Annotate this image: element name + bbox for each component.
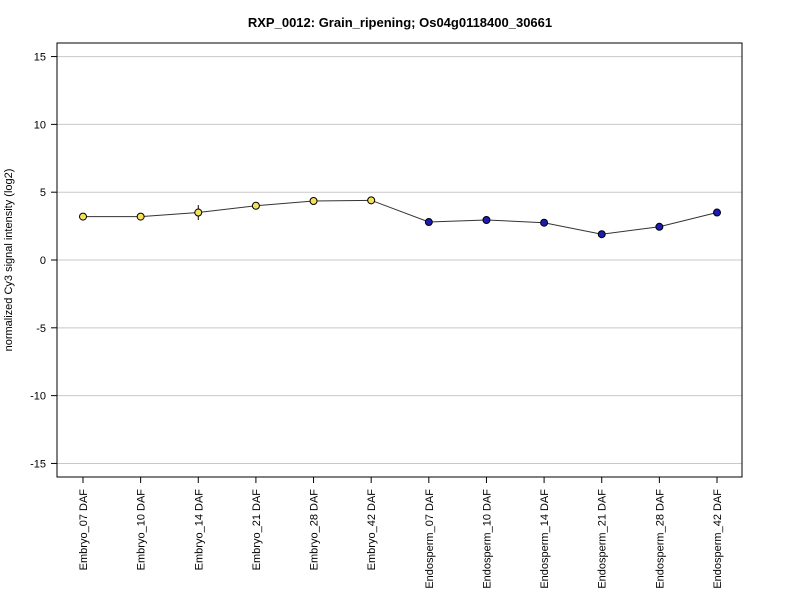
x-tick-label: Endosperm_10 DAF	[481, 489, 493, 589]
y-axis: 15 10 5 0 -5 -10 -15	[30, 52, 57, 470]
series-layer	[79, 196, 721, 239]
x-tick-label: Endosperm_21 DAF	[597, 489, 609, 589]
data-point	[79, 212, 87, 221]
data-point	[194, 208, 203, 217]
y-axis-label: normalized Cy3 signal intensity (log2)	[3, 169, 15, 352]
y-tick-label: -10	[30, 391, 46, 403]
x-tick-label: Endosperm_14 DAF	[539, 489, 551, 589]
x-tick-label: Endosperm_42 DAF	[712, 489, 724, 589]
grid-layer	[57, 56, 742, 464]
y-tick-label: -5	[36, 323, 46, 335]
y-tick-label: 5	[40, 187, 46, 199]
chart-title: RXP_0012: Grain_ripening; Os04g0118400_3…	[248, 15, 552, 30]
x-tick-label: Endosperm_28 DAF	[654, 489, 666, 589]
x-tick-label: Embryo_10 DAF	[136, 489, 148, 571]
data-point	[540, 218, 549, 227]
x-tick-label: Endosperm_07 DAF	[424, 489, 436, 589]
y-tick-label: 0	[40, 255, 46, 267]
x-tick-label: Embryo_28 DAF	[309, 489, 321, 571]
data-point	[713, 208, 721, 217]
x-tick-label: Embryo_07 DAF	[78, 489, 90, 571]
x-tick-label: Embryo_14 DAF	[193, 489, 205, 571]
data-point	[424, 218, 433, 227]
data-point	[309, 197, 318, 206]
data-point	[136, 212, 145, 221]
data-point	[251, 201, 260, 210]
data-point	[367, 196, 376, 205]
y-tick-label: 15	[34, 52, 46, 64]
data-point	[597, 230, 606, 239]
y-tick-label: 10	[34, 119, 46, 131]
data-point	[655, 222, 664, 231]
x-tick-label: Embryo_21 DAF	[251, 489, 263, 571]
series-line	[83, 199, 718, 235]
plot-frame	[56, 42, 743, 478]
data-point	[482, 215, 491, 224]
y-tick-label: -15	[30, 458, 46, 470]
x-tick-label: Embryo_42 DAF	[366, 489, 378, 571]
x-axis: Embryo_07 DAF Embryo_10 DAF Embryo_14 DAF E…	[78, 477, 724, 589]
